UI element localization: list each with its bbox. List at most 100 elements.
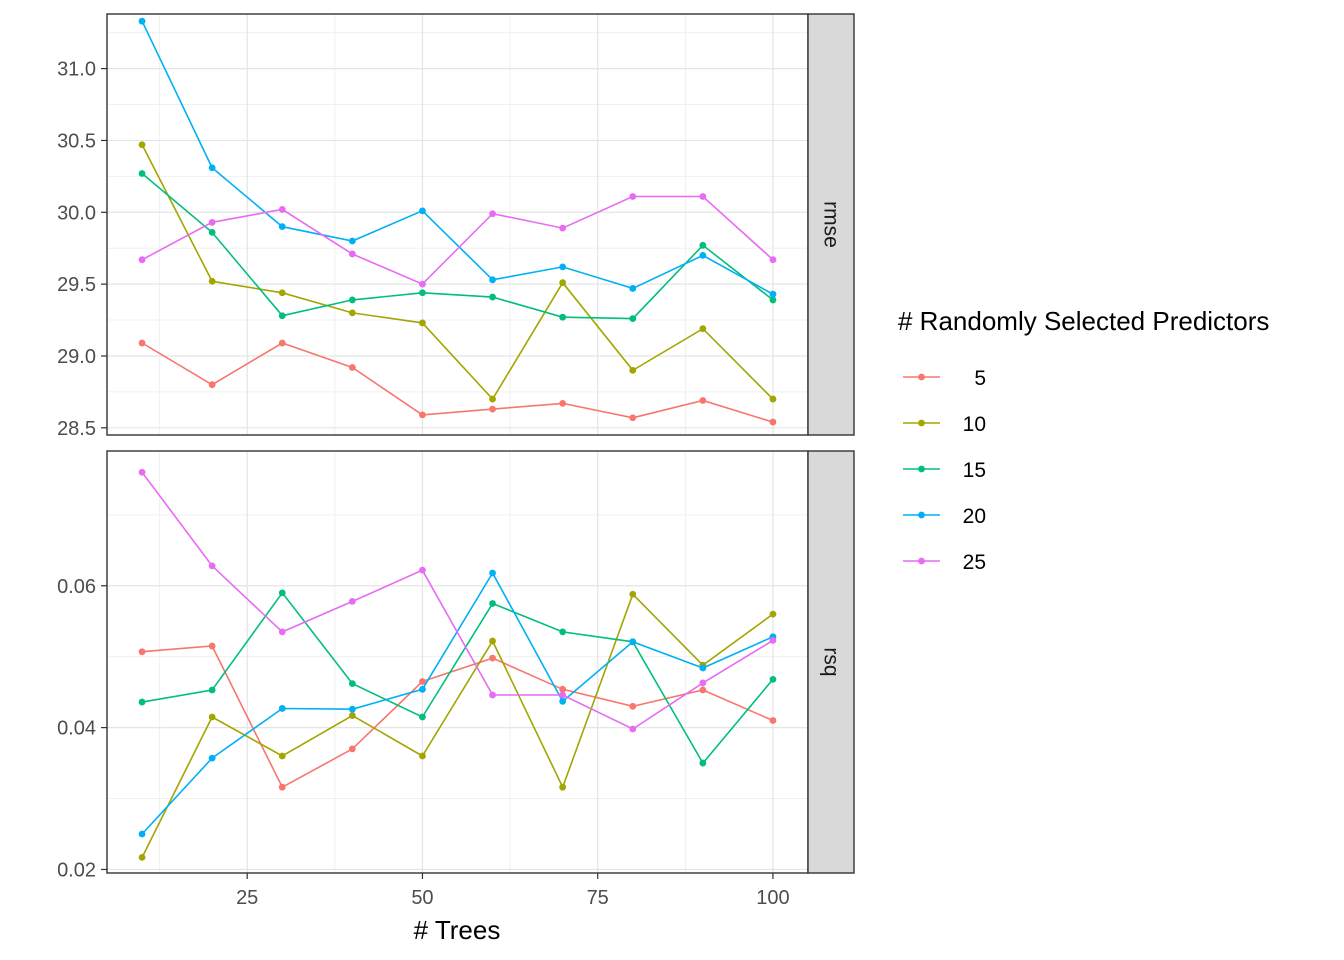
data-point-15: [629, 315, 637, 323]
series-line-15: [141, 591, 774, 765]
legend-key-point: [918, 419, 925, 427]
y-tick-label: 28.5: [57, 418, 96, 440]
data-point-10: [208, 277, 216, 285]
data-point-5: [489, 654, 496, 662]
data-point-5: [699, 686, 707, 694]
y-tick-label: 29.5: [57, 274, 96, 296]
legend-item-10: 10: [903, 413, 986, 436]
y-tick-label: 31.0: [57, 59, 96, 81]
legend: # Randomly Selected Predictors 5 10 15 20 25: [898, 306, 1269, 574]
data-point-15: [348, 680, 356, 688]
data-point-15: [699, 241, 707, 249]
data-point-25: [559, 691, 567, 699]
data-point-20: [208, 164, 216, 172]
data-point-20: [699, 251, 707, 259]
data-point-5: [629, 414, 637, 422]
series-group: [138, 468, 777, 861]
data-point-15: [138, 698, 146, 706]
data-point-5: [278, 783, 286, 791]
y-axis: 28.5 29.0 29.5 30.0 30.5 31.0: [57, 59, 107, 440]
legend-key-point: [918, 373, 925, 381]
legend-label: 20: [963, 505, 986, 528]
data-point-10: [629, 590, 637, 598]
y-tick-label: 0.06: [57, 576, 96, 598]
data-point-25: [138, 468, 146, 476]
data-point-5: [348, 364, 356, 371]
data-point-15: [419, 289, 426, 297]
data-point-25: [278, 206, 286, 213]
facet-strip: [807, 13, 855, 436]
legend-label: 15: [963, 459, 986, 482]
data-point-20: [419, 207, 426, 215]
data-point-20: [629, 285, 637, 292]
series-group: [138, 17, 777, 426]
series-line-15: [141, 172, 774, 320]
legend-label: 5: [974, 367, 986, 390]
data-point-15: [278, 312, 286, 320]
data-point-15: [769, 296, 777, 304]
data-point-25: [138, 256, 146, 264]
data-point-5: [559, 685, 567, 693]
legend-items: 5 10 15 20 25: [903, 367, 986, 574]
data-point-25: [348, 250, 356, 258]
data-point-20: [278, 223, 286, 231]
data-point-10: [769, 610, 777, 618]
legend-key-point: [918, 557, 925, 565]
legend-key-point: [918, 511, 925, 519]
data-point-25: [419, 566, 426, 574]
data-point-5: [629, 702, 637, 710]
legend-item-25: 25: [903, 551, 986, 574]
panel-background: [107, 451, 808, 873]
data-point-15: [138, 170, 146, 177]
y-axis: 0.02 0.04 0.06: [57, 576, 107, 881]
data-point-5: [138, 339, 146, 347]
data-point-15: [559, 628, 567, 636]
legend-key-point: [918, 465, 925, 473]
data-point-10: [769, 395, 777, 403]
data-point-10: [348, 712, 356, 719]
data-point-15: [348, 296, 356, 304]
legend-title: # Randomly Selected Predictors: [898, 306, 1269, 336]
data-point-25: [348, 597, 356, 605]
data-point-5: [278, 339, 286, 347]
data-point-15: [489, 600, 496, 607]
data-point-15: [699, 759, 707, 767]
series-line-25: [141, 195, 774, 286]
data-point-25: [278, 628, 286, 636]
panels-layer: 28.5 29.0 29.5 30.0 30.5 31.0 rmse 0.02 0.04 0.06…: [57, 13, 855, 881]
y-tick-label: 30.0: [57, 202, 96, 224]
data-point-20: [699, 664, 707, 672]
data-point-5: [208, 642, 216, 650]
data-point-10: [489, 637, 496, 645]
data-point-25: [489, 691, 496, 699]
data-point-25: [769, 256, 777, 264]
data-point-10: [559, 279, 567, 287]
data-point-25: [559, 224, 567, 232]
data-point-20: [769, 290, 777, 298]
data-point-10: [629, 366, 637, 374]
data-point-10: [278, 752, 286, 760]
y-tick-label: 0.02: [57, 859, 96, 881]
data-point-20: [348, 237, 356, 245]
series-line-25: [141, 471, 774, 730]
data-point-5: [769, 717, 777, 724]
x-axis-title: # Trees: [414, 915, 501, 945]
data-point-5: [419, 678, 426, 685]
series-line-5: [142, 645, 774, 789]
data-point-15: [559, 313, 567, 321]
major-gridlines: [107, 14, 808, 435]
data-point-25: [208, 218, 216, 226]
data-point-10: [559, 783, 567, 791]
data-point-20: [559, 697, 567, 705]
data-point-10: [348, 309, 356, 317]
panel-background: [107, 14, 808, 435]
legend-label: 10: [963, 413, 986, 436]
minor-gridlines: [107, 14, 808, 435]
data-point-10: [419, 319, 426, 327]
data-point-15: [208, 686, 216, 694]
data-point-15: [419, 713, 426, 721]
data-point-25: [489, 210, 496, 218]
data-point-20: [138, 17, 146, 25]
series-line-10: [141, 144, 774, 401]
